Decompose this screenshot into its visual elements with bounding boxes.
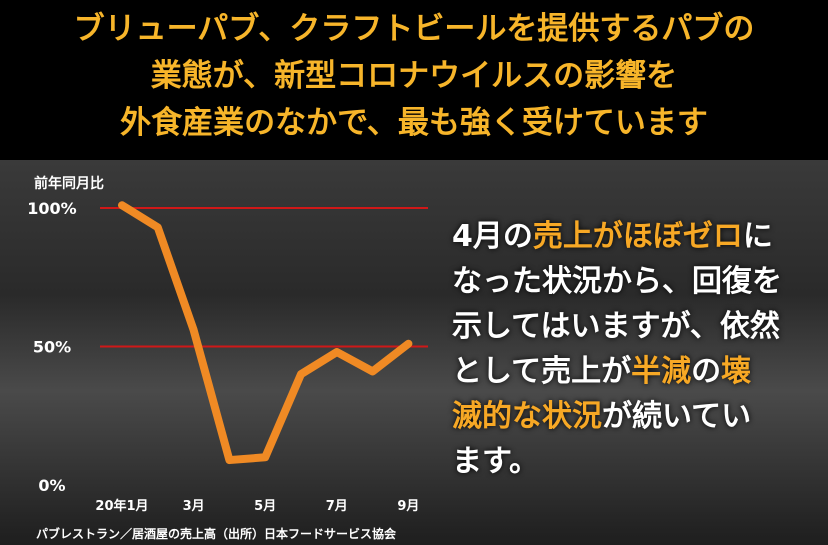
message-text: 4月の: [452, 219, 533, 254]
title-line: 業態が、新型コロナウイルスの影響を: [150, 58, 678, 94]
y-tick-label: 50%: [33, 338, 71, 357]
message-text: として売上が: [452, 354, 632, 389]
y-tick-label: 0%: [38, 476, 65, 495]
y-tick-label: 100%: [27, 199, 76, 218]
message-line: として売上が半減の壊: [452, 349, 822, 394]
message-text: 壊: [721, 354, 752, 389]
message-text: 半減: [631, 354, 692, 389]
x-tick-label: 3月: [183, 499, 205, 514]
source: パブレストラン／居酒屋の売上高（出所）日本フードサービス協会: [36, 526, 397, 541]
message-text: の: [691, 354, 722, 389]
message-text: 売上がほぼゼロ: [532, 219, 743, 254]
x-tick-label: 9月: [397, 499, 419, 514]
message-text: 示してはいますが、依然: [452, 309, 780, 344]
x-tick-label: 20年1月: [95, 498, 148, 514]
message-text: が続いてい: [602, 399, 752, 434]
title-line: 外食産業のなかで、最も強く受けています: [120, 105, 708, 141]
x-tick-label: 7月: [326, 499, 348, 514]
line: [118, 201, 413, 465]
y-axis-label: 前年同月比: [34, 175, 104, 192]
x-tick-label: 5月: [254, 499, 276, 514]
chart: 前年同月比 0% 50% 100% 20年1月 3月 5月 7月 9月パブレストラン／居酒屋の売…: [27, 175, 428, 541]
title: ブリューパブ、クラフトビールを提供するパブの 業態が、新型コロナウイルスの影響を外…: [0, 6, 828, 147]
message-text: なった状況から、回復を: [452, 264, 782, 299]
message-text: ます。: [452, 444, 539, 479]
message: 4月の売上がほぼゼロに なった状況から、回復を 示してはいますが、依然 として売上が半…: [452, 214, 822, 484]
message-line: 示してはいますが、依然: [452, 304, 822, 349]
background-photo: [0, 160, 828, 545]
message-line: なった状況から、回復を: [452, 259, 822, 304]
message-line: ます。: [452, 439, 822, 484]
title-line: ブリューパブ、クラフトビールを提供するパブの: [73, 11, 755, 47]
message-text: 滅的な状況: [452, 399, 602, 434]
message-line: 4月の売上がほぼゼロに: [452, 214, 822, 259]
message-line: 滅的な状況が続いてい: [452, 394, 822, 439]
message-text: に: [742, 219, 773, 254]
